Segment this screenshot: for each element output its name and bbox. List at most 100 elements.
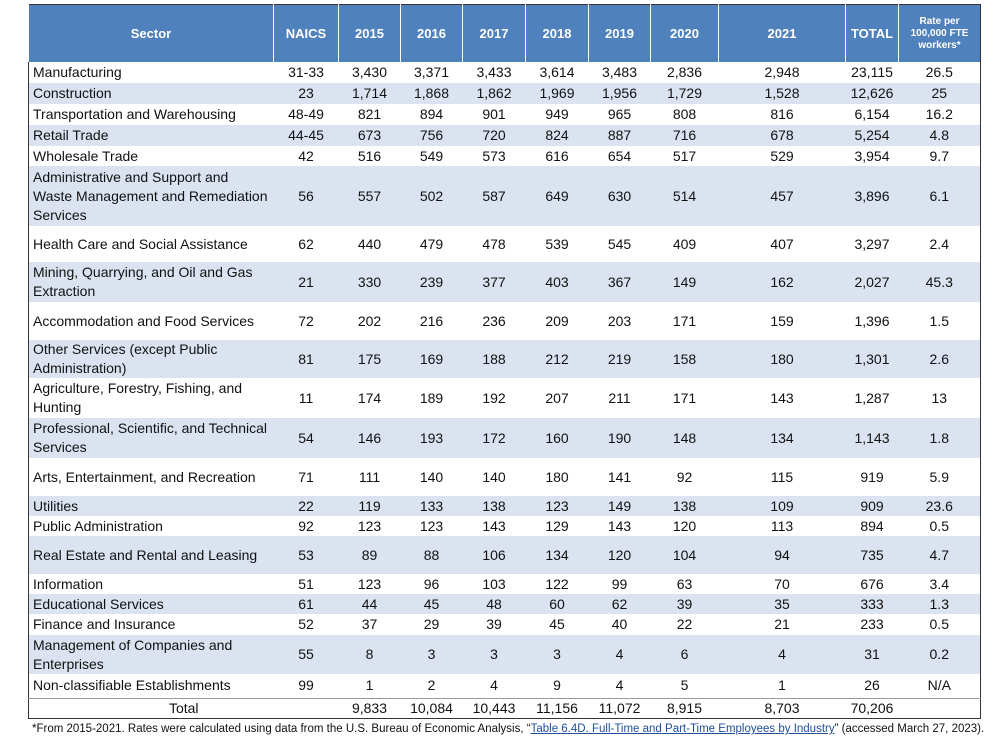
table-row: Retail Trade 44-45 673 756 720 824 887 716 678 5,… — [28, 125, 981, 146]
value-cell: 1,396 — [854, 312, 890, 329]
value-cell: 63 — [676, 575, 693, 592]
table-row: Finance and Insurance 52 37 29 39 45 40 22 21 233… — [29, 614, 981, 635]
value-cell: 104 — [650, 536, 719, 574]
value-cell: 1,956 — [588, 83, 651, 104]
value-cell: 333 — [845, 594, 899, 614]
value-cell: 735 — [845, 536, 899, 574]
total-label: Total — [28, 697, 339, 718]
value-cell: 22 — [676, 616, 693, 632]
value-cell: 149 — [588, 496, 651, 516]
total-cell: 8,703 — [718, 697, 846, 718]
sector-cell: Educational Services — [28, 594, 274, 614]
value-cell: 573 — [482, 147, 506, 164]
value-cell: 1 — [365, 677, 374, 694]
value-cell: 174 — [357, 389, 382, 406]
value-cell: 188 — [462, 340, 526, 378]
footnote-link[interactable]: Table 6.4D. Full-Time and Part-Time Empl… — [530, 723, 835, 735]
value-cell: 0.5 — [929, 616, 949, 632]
value-cell: 45 — [400, 594, 463, 614]
sector-cell: Arts, Entertainment, and Recreation — [33, 468, 256, 485]
value-cell: 48 — [462, 594, 526, 614]
value-cell: 88 — [400, 536, 463, 574]
value-cell: 189 — [419, 389, 444, 406]
value-cell: 120 — [672, 517, 697, 534]
value-cell: 9.7 — [929, 147, 949, 164]
total-cell: 11,156 — [525, 697, 589, 718]
table-row: Administrative and Support and Waste Man… — [28, 166, 981, 226]
sector-cell: Real Estate and Rental and Leasing — [28, 536, 274, 574]
value-cell: 138 — [650, 496, 719, 516]
value-cell: 48-49 — [288, 106, 324, 122]
value-cell: 233 — [860, 616, 884, 632]
value-cell: 193 — [400, 418, 463, 458]
value-cell: 115 — [770, 468, 794, 485]
value-cell: 162 — [718, 262, 846, 302]
value-cell: 42 — [298, 147, 314, 164]
column-header: TOTAL — [845, 4, 899, 62]
value-cell: 192 — [482, 389, 506, 406]
value-cell: 92 — [298, 517, 314, 534]
value-cell: 1,969 — [525, 83, 589, 104]
value-cell: 60 — [525, 594, 589, 614]
value-cell: 1,143 — [845, 418, 899, 458]
value-cell: 3,614 — [539, 64, 575, 80]
value-cell: 1,528 — [718, 83, 846, 104]
value-cell: 4 — [718, 635, 846, 674]
value-cell: 678 — [718, 125, 846, 146]
value-cell: 99 — [298, 677, 314, 694]
value-cell: 160 — [525, 418, 589, 458]
column-header: NAICS — [273, 4, 339, 62]
value-cell: 901 — [482, 106, 506, 122]
table-row: Educational Services 61 44 45 48 60 62 39 35 333 1… — [28, 594, 981, 614]
value-cell: 211 — [608, 389, 631, 406]
value-cell: 3,430 — [351, 64, 388, 80]
total-cell: 10,443 — [462, 697, 526, 718]
value-cell: 219 — [588, 340, 651, 378]
value-cell: 92 — [676, 468, 693, 485]
value-cell: 123 — [357, 575, 382, 592]
value-cell: 403 — [525, 262, 589, 302]
value-cell: 72 — [298, 312, 314, 329]
total-row: Total 9,833 10,084 10,443 11,156 11,072 8,915 8… — [28, 697, 981, 718]
table-row: Information 51 123 96 103 122 99 63 70 676 3.4 — [29, 574, 981, 594]
table-row: Non-classifiable Establishments 99 1 2 4 9 4 5 1… — [29, 674, 981, 698]
value-cell: 71 — [298, 468, 314, 485]
value-cell: 1,287 — [854, 389, 890, 406]
value-cell: 2.6 — [898, 340, 981, 378]
value-cell: 502 — [400, 166, 463, 226]
sector-cell: Management of Companies and Enterprises — [28, 635, 274, 674]
value-cell: 96 — [423, 575, 440, 592]
value-cell: 216 — [419, 312, 444, 329]
value-cell: 56 — [273, 166, 339, 226]
value-cell: N/A — [927, 677, 951, 694]
value-cell: 549 — [419, 147, 444, 164]
value-cell: 239 — [400, 262, 463, 302]
value-cell: 6.1 — [898, 166, 981, 226]
value-cell: 676 — [860, 575, 884, 592]
value-cell: 146 — [338, 418, 401, 458]
value-cell: 0.2 — [898, 635, 981, 674]
value-cell: 51 — [298, 575, 314, 592]
value-cell: 54 — [273, 418, 339, 458]
value-cell: 37 — [361, 616, 378, 632]
value-cell: 172 — [462, 418, 526, 458]
value-cell: 40 — [611, 616, 628, 632]
value-cell: 3,433 — [476, 64, 512, 80]
value-cell: 2.4 — [929, 235, 949, 252]
value-cell: 21 — [774, 616, 790, 632]
header-row: Sector NAICS 2015 2016 2017 2018 2019 2020 2021 T… — [28, 4, 981, 62]
value-cell: 62 — [298, 235, 314, 252]
value-cell: 11 — [298, 389, 314, 406]
value-cell: 35 — [718, 594, 846, 614]
value-cell: 457 — [718, 166, 846, 226]
value-cell: 4.8 — [898, 125, 981, 146]
table-row: Other Services (except Public Administra… — [28, 340, 981, 378]
value-cell: 894 — [860, 517, 884, 534]
value-cell: 654 — [607, 147, 632, 164]
value-cell: 122 — [545, 575, 569, 592]
value-cell: 720 — [462, 125, 526, 146]
value-cell: 9 — [553, 677, 561, 694]
value-cell: 134 — [718, 418, 846, 458]
value-cell: 171 — [672, 389, 697, 406]
value-cell: 45.3 — [898, 262, 981, 302]
